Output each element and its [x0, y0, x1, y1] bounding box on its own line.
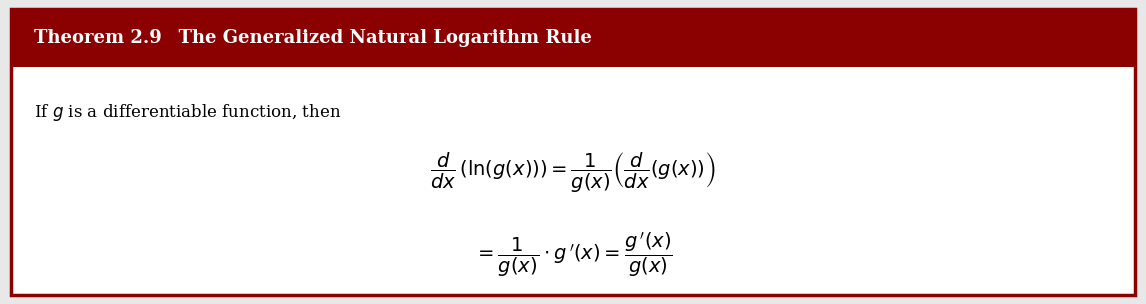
Text: Theorem 2.9: Theorem 2.9 [34, 29, 162, 47]
FancyBboxPatch shape [11, 9, 1135, 295]
Text: $= \dfrac{1}{g(x)} \cdot g\,'(x) = \dfrac{g\,'(x)}{g(x)}$: $= \dfrac{1}{g(x)} \cdot g\,'(x) = \dfra… [473, 231, 673, 280]
FancyBboxPatch shape [11, 9, 1135, 67]
Text: $\dfrac{d}{dx}\,(\ln(g(x))) = \dfrac{1}{g(x)}\left(\dfrac{d}{dx}(g(x))\right)$: $\dfrac{d}{dx}\,(\ln(g(x))) = \dfrac{1}{… [430, 151, 716, 195]
Text: The Generalized Natural Logarithm Rule: The Generalized Natural Logarithm Rule [166, 29, 592, 47]
Text: If $g$ is a differentiable function, then: If $g$ is a differentiable function, the… [34, 102, 342, 123]
